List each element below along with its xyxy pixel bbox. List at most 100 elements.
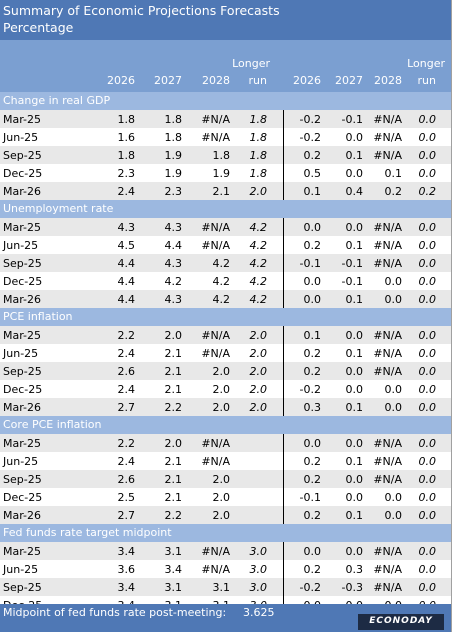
change-value: #N/A [373, 149, 402, 162]
section-title: Change in real GDP [3, 94, 111, 107]
projection-value: 2.2 [117, 329, 136, 342]
col-change-2027: 2027 [335, 74, 363, 87]
change-value: 0.0 [303, 545, 322, 558]
col-change-2026: 2026 [293, 74, 321, 87]
change-value: #N/A [373, 257, 402, 270]
table-row: Dec-25 2.5 2.1 2.0 -0.1 0.0 0.0 0.0 [0, 488, 452, 506]
table-row: Mar-25 2.2 2.0 #N/A 0.0 0.0 #N/A 0.0 [0, 434, 452, 452]
table-row: Mar-25 4.3 4.3 #N/A 4.2 0.0 0.0 #N/A 0.0 [0, 218, 452, 236]
section-header: Fed funds rate target midpoint [0, 524, 452, 542]
change-value: 0.0 [384, 275, 403, 288]
change-value: 0.0 [345, 329, 364, 342]
change-value: 0.0 [345, 473, 364, 486]
section-title: Fed funds rate target midpoint [3, 526, 172, 539]
change-value: 0.2 [303, 149, 322, 162]
projection-value: 2.4 [117, 347, 136, 360]
col-change-longer-run-line1: Longer [407, 57, 445, 70]
change-value: #N/A [373, 437, 402, 450]
change-value: 0.0 [303, 221, 322, 234]
table-row: Sep-25 2.6 2.1 2.0 2.0 0.2 0.0 #N/A 0.0 [0, 362, 452, 380]
change-value: 0.2 [303, 509, 322, 522]
row-label: Sep-25 [3, 257, 42, 270]
row-label: Jun-25 [3, 239, 39, 252]
change-value: #N/A [373, 365, 402, 378]
projection-value: 1.8 [117, 113, 136, 126]
change-value: 0.2 [303, 473, 322, 486]
section-header: Core PCE inflation [0, 416, 452, 434]
projection-value: 1.8 [212, 149, 231, 162]
projection-value: 2.0 [164, 329, 183, 342]
change-value: #N/A [373, 563, 402, 576]
projection-value: #N/A [201, 545, 230, 558]
longer-run-change-value: 0.0 [418, 113, 437, 126]
row-label: Dec-25 [3, 491, 43, 504]
column-divider [283, 218, 284, 308]
longer-run-change-value: 0.0 [418, 221, 437, 234]
change-value: 0.1 [303, 329, 322, 342]
row-label: Mar-26 [3, 401, 42, 414]
longer-run-value: 4.2 [249, 257, 268, 270]
row-label: Mar-26 [3, 509, 42, 522]
row-label: Mar-25 [3, 545, 42, 558]
change-value: 0.2 [384, 185, 403, 198]
section-title: PCE inflation [3, 310, 73, 323]
longer-run-change-value: 0.0 [418, 167, 437, 180]
column-header-row: 2026 2027 2028 Longer run 2026 2027 2028… [0, 40, 452, 92]
section-header: Unemployment rate [0, 200, 452, 218]
column-divider [283, 110, 284, 200]
change-value: 0.3 [345, 563, 364, 576]
row-label: Mar-25 [3, 221, 42, 234]
change-value: 0.0 [345, 131, 364, 144]
change-value: 0.0 [345, 365, 364, 378]
projection-value: 1.8 [117, 149, 136, 162]
longer-run-value: 3.0 [249, 581, 268, 594]
row-label: Mar-25 [3, 329, 42, 342]
row-label: Sep-25 [3, 365, 42, 378]
projection-value: 2.7 [117, 509, 136, 522]
longer-run-change-value: 0.0 [418, 473, 437, 486]
longer-run-change-value: 0.0 [418, 437, 437, 450]
change-value: 0.2 [303, 455, 322, 468]
change-value: #N/A [373, 581, 402, 594]
longer-run-change-value: 0.0 [418, 455, 437, 468]
table-row: Jun-25 1.6 1.8 #N/A 1.8 -0.2 0.0 #N/A 0.0 [0, 128, 452, 146]
projection-value: 2.0 [212, 509, 231, 522]
row-label: Sep-25 [3, 581, 42, 594]
change-value: -0.2 [299, 131, 321, 144]
projection-value: #N/A [201, 329, 230, 342]
projection-value: 2.7 [117, 401, 136, 414]
projection-value: 2.0 [164, 437, 183, 450]
change-value: 0.0 [303, 275, 322, 288]
longer-run-change-value: 0.0 [418, 491, 437, 504]
longer-run-change-value: 0.0 [418, 347, 437, 360]
longer-run-change-value: 0.0 [418, 275, 437, 288]
longer-run-change-value: 0.0 [418, 329, 437, 342]
projection-value: #N/A [201, 437, 230, 450]
projection-value: 3.4 [117, 545, 136, 558]
projection-value: 4.3 [164, 257, 183, 270]
col-longer-run-line1: Longer [232, 57, 270, 70]
change-value: 0.1 [345, 239, 364, 252]
projection-value: 2.4 [117, 383, 136, 396]
row-label: Mar-25 [3, 113, 42, 126]
table-row: Mar-26 4.4 4.3 4.2 4.2 0.0 0.1 0.0 0.0 [0, 290, 452, 308]
section-header: Change in real GDP [0, 92, 452, 110]
col-change-2028: 2028 [374, 74, 402, 87]
col-2027: 2027 [154, 74, 182, 87]
longer-run-value: 2.0 [249, 365, 268, 378]
page-title: Summary of Economic Projections Forecast… [3, 3, 280, 18]
change-value: -0.1 [341, 113, 363, 126]
projection-value: 3.4 [164, 563, 183, 576]
change-value: 0.1 [345, 401, 364, 414]
longer-run-change-value: 0.0 [418, 509, 437, 522]
projection-value: 4.5 [117, 239, 136, 252]
projection-value: 2.0 [212, 365, 231, 378]
longer-run-change-value: 0.0 [418, 401, 437, 414]
table-row: Mar-25 2.2 2.0 #N/A 2.0 0.1 0.0 #N/A 0.0 [0, 326, 452, 344]
longer-run-value: 1.8 [249, 149, 268, 162]
section-header: PCE inflation [0, 308, 452, 326]
projection-value: 1.9 [212, 167, 231, 180]
change-value: 0.0 [345, 221, 364, 234]
projection-value: 1.9 [164, 167, 183, 180]
